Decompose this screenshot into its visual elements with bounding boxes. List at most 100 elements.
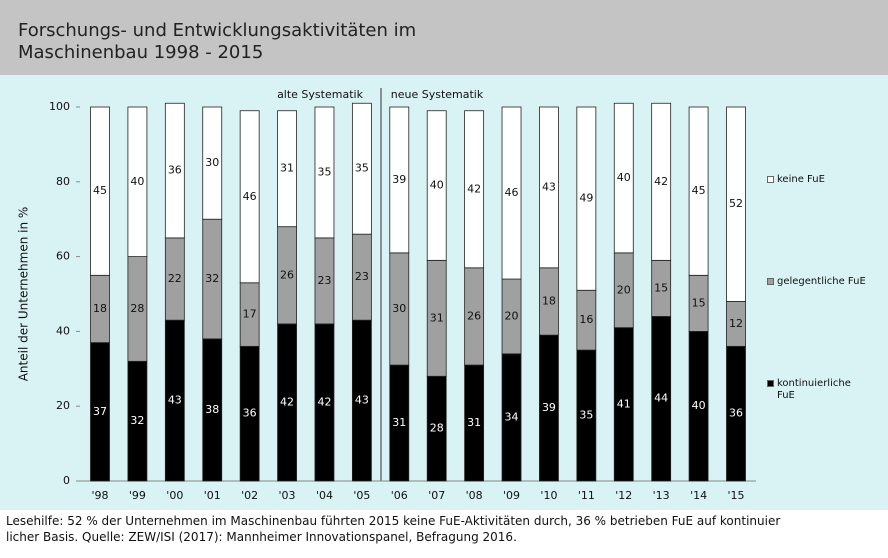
data-label: 16 bbox=[579, 313, 593, 326]
caption: licher Basis. Quelle: ZEW/ISI (2017): Ma… bbox=[6, 530, 517, 544]
data-label: 41 bbox=[617, 397, 631, 410]
bar-segment bbox=[314, 106, 335, 239]
x-tick-label: '12 bbox=[615, 489, 632, 502]
data-label: 12 bbox=[729, 317, 743, 330]
data-label: 40 bbox=[430, 179, 444, 192]
data-label: 40 bbox=[617, 171, 631, 184]
x-tick-label: '03 bbox=[279, 489, 296, 502]
x-tick-label: '04 bbox=[316, 489, 333, 502]
data-label: 34 bbox=[505, 410, 519, 423]
header: Forschungs- und Entwicklungsaktivitäten … bbox=[0, 0, 888, 75]
data-label: 35 bbox=[355, 162, 369, 175]
data-label: 43 bbox=[355, 394, 369, 407]
data-label: 28 bbox=[430, 422, 444, 435]
data-label: 28 bbox=[130, 302, 144, 315]
bar-segment bbox=[389, 106, 410, 254]
legend-label: keine FuE bbox=[777, 174, 825, 185]
bar-segment bbox=[164, 102, 185, 239]
x-tick-label: '08 bbox=[466, 489, 483, 502]
x-tick-label: '10 bbox=[540, 489, 557, 502]
legend-item: keine FuE bbox=[767, 174, 888, 186]
data-label: 45 bbox=[692, 184, 706, 197]
bar-segment bbox=[277, 110, 297, 228]
data-label: 36 bbox=[168, 164, 182, 177]
x-tick-label: '06 bbox=[391, 489, 408, 502]
y-tick-label: 100 bbox=[49, 100, 70, 113]
legend-swatch bbox=[767, 278, 774, 285]
bar-segment bbox=[90, 106, 110, 276]
legend-item: gelegentliche FuE bbox=[767, 276, 888, 288]
bar-segment bbox=[239, 110, 260, 284]
x-tick-label: '07 bbox=[428, 489, 445, 502]
y-tick-label: 60 bbox=[56, 250, 70, 263]
bar-segment bbox=[127, 106, 148, 258]
data-label: 20 bbox=[505, 309, 519, 322]
caption: Lesehilfe: 52 % der Unternehmen im Masch… bbox=[6, 514, 781, 528]
x-tick-label: '09 bbox=[503, 489, 520, 502]
bar-segment bbox=[539, 106, 559, 269]
bar-segment bbox=[576, 106, 597, 291]
data-label: 18 bbox=[542, 294, 556, 307]
data-label: 36 bbox=[243, 407, 257, 420]
bar-segment bbox=[501, 106, 522, 280]
x-tick-label: '99 bbox=[129, 489, 146, 502]
bar-segment bbox=[464, 110, 485, 269]
data-label: 42 bbox=[467, 182, 481, 195]
annotation: neue Systematik bbox=[391, 88, 484, 101]
data-label: 37 bbox=[93, 405, 107, 418]
data-label: 39 bbox=[392, 173, 406, 186]
data-label: 40 bbox=[130, 175, 144, 188]
legend-swatch bbox=[767, 380, 774, 387]
bar-segment bbox=[351, 102, 372, 235]
data-label: 43 bbox=[168, 394, 182, 407]
x-tick-label: '11 bbox=[578, 489, 595, 502]
data-label: 18 bbox=[93, 302, 107, 315]
y-axis-label: Anteil der Unternehmen in % bbox=[17, 207, 31, 382]
data-label: 35 bbox=[579, 409, 593, 422]
y-tick-label: 40 bbox=[56, 324, 70, 337]
x-tick-label: '01 bbox=[204, 489, 221, 502]
bar-segment bbox=[688, 106, 709, 276]
data-label: 46 bbox=[505, 186, 519, 199]
legend-label: gelegentliche FuE bbox=[777, 276, 866, 287]
legend-label: kontinuierliche FuE bbox=[777, 378, 851, 401]
bar-segment bbox=[651, 102, 672, 261]
x-tick-label: '15 bbox=[727, 489, 744, 502]
data-label: 31 bbox=[467, 416, 481, 429]
x-tick-label: '98 bbox=[91, 489, 108, 502]
bar-segment bbox=[202, 106, 223, 220]
data-label: 26 bbox=[467, 309, 481, 322]
data-label: 38 bbox=[205, 403, 219, 416]
x-tick-label: '00 bbox=[166, 489, 183, 502]
x-tick-label: '02 bbox=[241, 489, 258, 502]
y-tick-label: 20 bbox=[56, 399, 70, 412]
data-label: 44 bbox=[654, 392, 668, 405]
chart: alte Systematik neue Systematik Anteil d… bbox=[0, 75, 888, 510]
data-label: 15 bbox=[692, 296, 706, 309]
data-label: 30 bbox=[205, 156, 219, 169]
legend-swatch bbox=[767, 176, 774, 183]
bar-segment bbox=[426, 110, 447, 261]
bar-segment bbox=[613, 102, 634, 254]
data-label: 35 bbox=[317, 165, 331, 178]
y-tick-label: 80 bbox=[56, 175, 70, 188]
data-label: 43 bbox=[542, 180, 556, 193]
data-label: 32 bbox=[205, 272, 219, 285]
data-label: 39 bbox=[542, 401, 556, 414]
data-label: 20 bbox=[617, 283, 631, 296]
annotation: alte Systematik bbox=[277, 88, 364, 101]
data-label: 46 bbox=[243, 190, 257, 203]
data-label: 26 bbox=[280, 268, 294, 281]
data-label: 17 bbox=[243, 308, 257, 321]
data-label: 49 bbox=[579, 192, 593, 205]
data-label: 42 bbox=[317, 395, 331, 408]
data-label: 42 bbox=[654, 175, 668, 188]
data-label: 30 bbox=[392, 302, 406, 315]
data-label: 40 bbox=[692, 399, 706, 412]
data-label: 22 bbox=[168, 272, 182, 285]
x-tick-label: '14 bbox=[690, 489, 707, 502]
data-label: 42 bbox=[280, 395, 294, 408]
data-label: 31 bbox=[280, 162, 294, 175]
x-tick-label: '05 bbox=[353, 489, 370, 502]
data-label: 52 bbox=[729, 197, 743, 210]
